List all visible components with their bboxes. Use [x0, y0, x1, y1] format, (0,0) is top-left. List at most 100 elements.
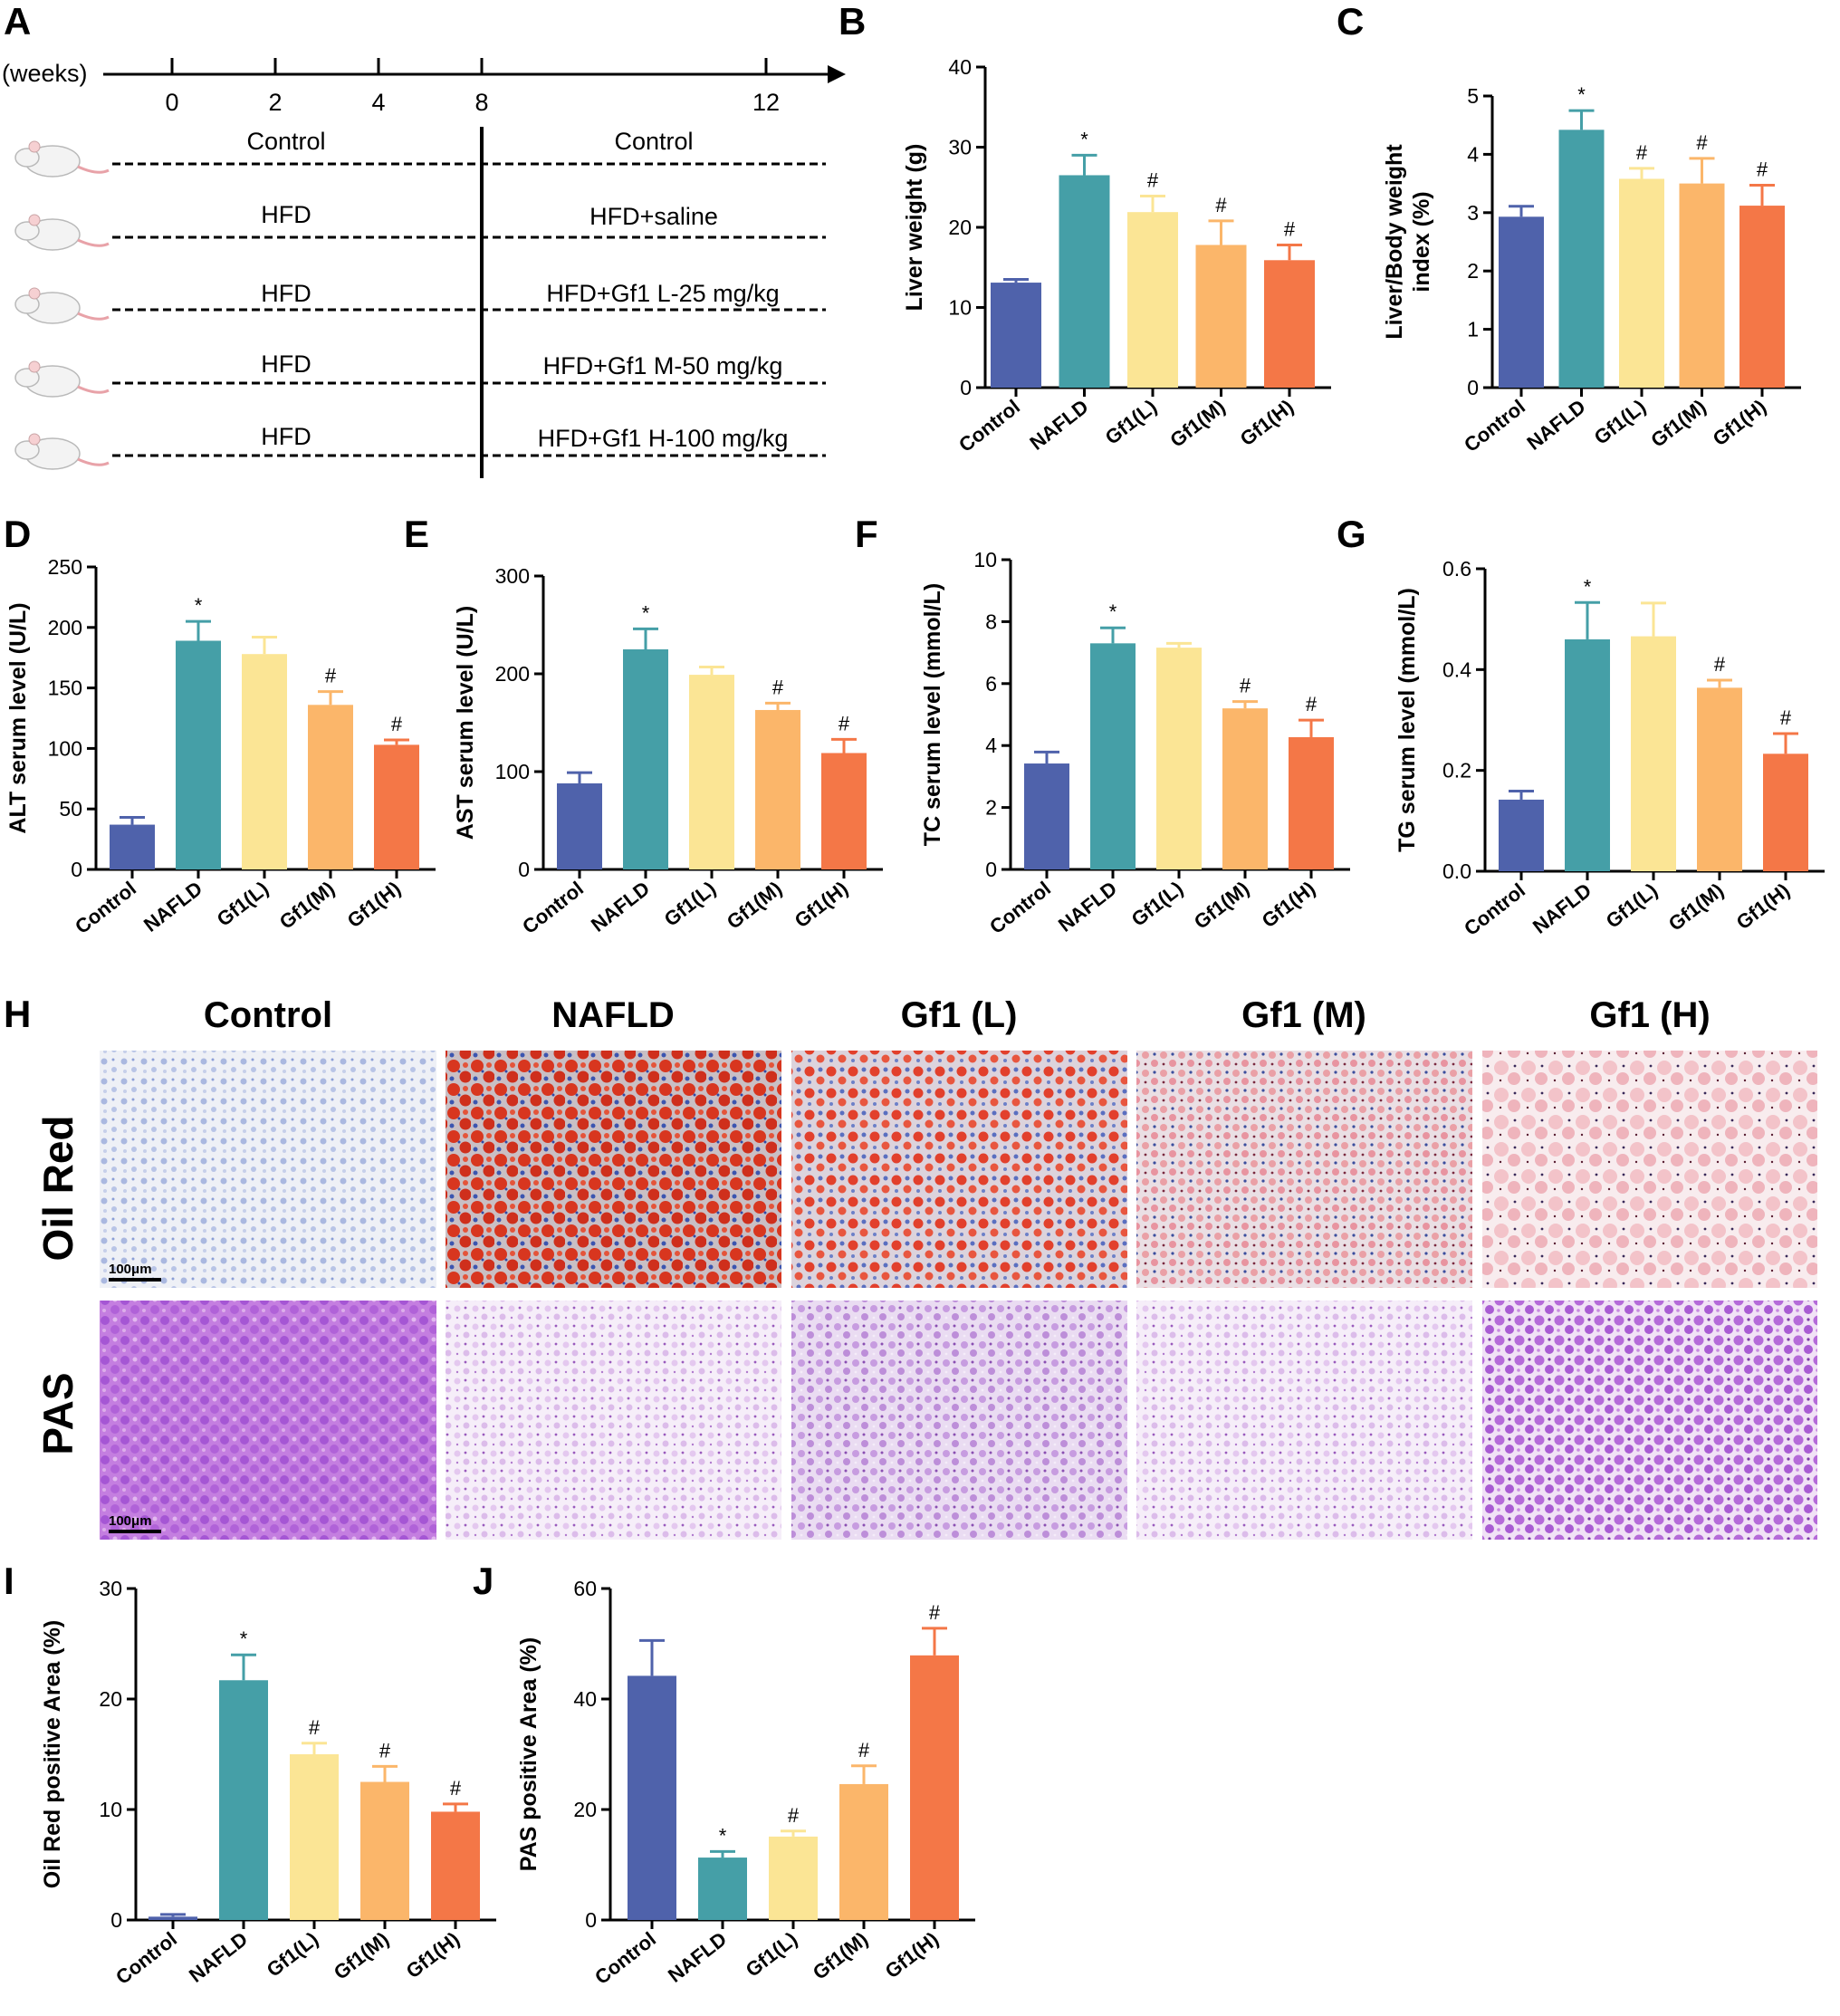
bar — [1127, 212, 1178, 388]
x-tick-label: Gf1(H) — [402, 1927, 464, 1982]
group-row-3: HFD HFD+Gf1 L-25 mg/kg — [14, 280, 826, 324]
y-tick-label: 0 — [960, 376, 972, 399]
x-tick-label: NAFLD — [1529, 878, 1596, 938]
group-after-label: HFD+saline — [589, 203, 718, 230]
y-tick-label: 50 — [59, 797, 82, 821]
significance-mark: # — [1284, 217, 1296, 240]
panel-letter-e: E — [404, 513, 429, 555]
significance-mark: # — [1636, 141, 1648, 164]
x-tick-label: Gf1(L) — [1127, 877, 1187, 931]
group-row-1: Control Control — [14, 128, 826, 178]
panel-letter-j: J — [473, 1560, 494, 1602]
group-before-label: HFD — [261, 201, 311, 228]
y-tick-label: 0 — [518, 858, 530, 881]
bar — [110, 824, 155, 869]
bar — [360, 1781, 409, 1920]
group-row-2: HFD HFD+saline — [14, 201, 826, 251]
bar — [1222, 708, 1268, 869]
bar — [628, 1675, 676, 1920]
significance-mark: # — [391, 713, 403, 735]
mouse-icon — [14, 360, 110, 398]
x-tick-label: NAFLD — [185, 1927, 252, 1987]
y-tick-label: 0 — [71, 858, 82, 881]
y-tick-label: 10 — [973, 548, 997, 571]
x-tick-label: Gf1(L) — [213, 877, 273, 931]
y-tick-label: 20 — [99, 1687, 122, 1711]
scale-bar-label: 100μm — [109, 1262, 152, 1277]
y-tick-label: 0.2 — [1442, 759, 1471, 782]
y-tick-label: 10 — [99, 1798, 122, 1821]
y-tick-label: 0 — [110, 1908, 122, 1932]
significance-mark: # — [1714, 653, 1726, 676]
oil-red-image-gf1-m — [1136, 1051, 1472, 1288]
bar — [1631, 636, 1676, 871]
bar — [149, 1916, 197, 1920]
bar — [290, 1754, 339, 1920]
bar — [769, 1836, 818, 1920]
timeline-unit-label: (weeks) — [2, 60, 88, 87]
group-after-label: Control — [614, 128, 693, 155]
y-tick-label: 40 — [948, 55, 972, 79]
chart-panel-b: B 0 10 20 30 40 Liver weight (g) Control * NAFLD #… — [839, 0, 1331, 456]
timeline-tick-label: 4 — [371, 89, 385, 116]
y-tick-label: 0.0 — [1442, 859, 1471, 883]
bar — [1697, 687, 1742, 871]
y-tick-label: 100 — [495, 760, 530, 783]
pas-image-gf1-h — [1482, 1301, 1817, 1540]
bar — [176, 640, 221, 869]
significance-mark: * — [1109, 600, 1117, 623]
significance-mark: * — [195, 594, 203, 617]
bar — [1763, 754, 1808, 871]
oil-red-image-gf1-l — [791, 1051, 1127, 1288]
x-tick-label: Gf1(H) — [1709, 395, 1770, 450]
mouse-icon — [14, 140, 110, 178]
pas-image-gf1-m — [1136, 1301, 1472, 1540]
x-tick-label: Gf1(M) — [275, 877, 339, 934]
x-tick-label: Gf1(L) — [1602, 878, 1662, 933]
x-tick-label: Gf1(H) — [1732, 878, 1794, 934]
y-tick-label: 2 — [985, 796, 997, 820]
y-axis-title: index (%) — [1409, 191, 1434, 292]
bar — [1499, 799, 1544, 871]
y-tick-label: 5 — [1467, 84, 1479, 108]
group-row-4: HFD HFD+Gf1 M-50 mg/kg — [14, 350, 826, 398]
bar — [1565, 638, 1610, 871]
group-after-label: HFD+Gf1 H-100 mg/kg — [538, 425, 789, 452]
y-axis-title: Liver/Body weight — [1382, 144, 1407, 340]
y-tick-label: 30 — [948, 136, 972, 159]
chart-panel-i: I 0 10 20 30 Oil Red positive Area (%) Control… — [4, 1560, 496, 1989]
x-tick-label: Gf1(L) — [742, 1927, 801, 1982]
x-tick-label: Gf1(L) — [660, 877, 720, 931]
x-tick-label: Control — [518, 877, 588, 938]
y-tick-label: 2 — [1467, 259, 1479, 283]
significance-mark: # — [1757, 158, 1768, 181]
oil-red-image-gf1-h — [1482, 1051, 1817, 1288]
bar — [839, 1783, 888, 1920]
chart-panel-f: F 0 2 4 6 8 10 TC serum level (mmol/L) Control * N… — [855, 513, 1350, 938]
significance-mark: # — [1147, 168, 1159, 191]
bar — [1289, 736, 1334, 869]
significance-mark: # — [1696, 131, 1708, 154]
bar — [1059, 175, 1110, 388]
y-tick-label: 300 — [495, 564, 530, 588]
y-tick-label: 20 — [948, 216, 972, 239]
panel-a: A (weeks) 0 2 4 8 12 Control Co — [2, 0, 846, 478]
x-tick-label: Gf1(M) — [1190, 877, 1253, 934]
significance-mark: * — [719, 1824, 727, 1847]
significance-mark: * — [1584, 575, 1592, 598]
significance-mark: # — [1240, 675, 1251, 697]
bar — [1558, 130, 1605, 389]
y-tick-label: 4 — [985, 734, 997, 757]
significance-mark: # — [788, 1804, 800, 1827]
x-tick-label: NAFLD — [1522, 395, 1589, 455]
y-tick-label: 0 — [985, 858, 997, 881]
y-tick-label: 0.4 — [1442, 658, 1471, 681]
x-tick-label: Gf1(H) — [1236, 395, 1298, 450]
y-axis-title: ALT serum level (U/L) — [5, 602, 31, 833]
bar — [821, 753, 867, 869]
y-tick-label: 60 — [573, 1577, 597, 1600]
x-tick-label: NAFLD — [139, 877, 206, 936]
bar — [1024, 763, 1069, 869]
y-axis-title: TC serum level (mmol/L) — [920, 583, 945, 846]
